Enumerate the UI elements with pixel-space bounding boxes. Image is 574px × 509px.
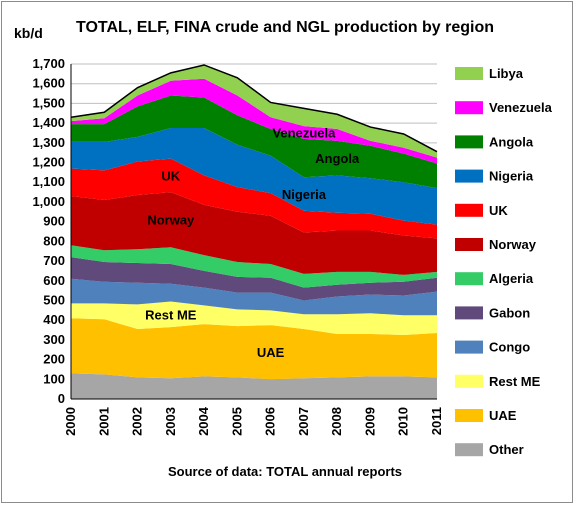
legend-swatch-nigeria xyxy=(455,169,483,183)
legend-swatch-venezuela xyxy=(455,101,483,115)
area-series-congo xyxy=(71,278,437,316)
y-tick-label: 1,400 xyxy=(32,115,65,130)
y-tick-label: 300 xyxy=(43,332,65,347)
legend-label-venezuela: Venezuela xyxy=(489,100,553,115)
legend-swatch-angola xyxy=(455,135,483,149)
legend-label-congo: Congo xyxy=(489,340,530,355)
legend-swatch-congo xyxy=(455,340,483,354)
area-series-algeria xyxy=(71,245,437,288)
y-tick-label: 1,500 xyxy=(32,95,65,110)
area-series-group xyxy=(70,64,438,399)
y-axis-label: kb/d xyxy=(14,25,43,41)
y-tick-label: 600 xyxy=(43,273,65,288)
y-tick-label: 800 xyxy=(43,233,65,248)
y-tick-label: 1,300 xyxy=(32,135,65,150)
annotation-uk: UK xyxy=(161,168,180,183)
annotation-venezuela: Venezuela xyxy=(272,125,336,140)
legend-label-uae: UAE xyxy=(489,408,517,423)
legend-swatch-algeria xyxy=(455,272,483,286)
x-tick-label: 2004 xyxy=(196,406,211,436)
legend-label-gabon: Gabon xyxy=(489,305,530,320)
y-tick-label: 1,700 xyxy=(32,56,65,71)
y-tick-label: 500 xyxy=(43,292,65,307)
y-tick-label: 0 xyxy=(58,391,65,406)
annotation-angola: Angola xyxy=(315,151,360,166)
legend-swatch-rest-me xyxy=(455,374,483,388)
x-tick-label: 2003 xyxy=(163,407,178,436)
y-tick-label: 900 xyxy=(43,214,65,229)
x-tick-label: 2011 xyxy=(429,407,444,435)
y-tick-label: 1,100 xyxy=(32,174,65,189)
area-series-rest-me xyxy=(71,301,437,335)
area-series-angola xyxy=(71,95,437,189)
y-tick-label: 100 xyxy=(43,371,65,386)
x-tick-label: 2007 xyxy=(296,407,311,436)
x-tick-label: 2006 xyxy=(263,407,278,436)
legend-label-nigeria: Nigeria xyxy=(489,169,534,184)
legend-swatch-gabon xyxy=(455,306,483,320)
legend-label-libya: Libya xyxy=(489,66,524,81)
legend-swatch-libya xyxy=(455,67,483,80)
x-tick-label: 2009 xyxy=(362,407,377,436)
area-series-gabon xyxy=(71,257,437,301)
legend-swatch-uk xyxy=(455,203,483,217)
annotation-rest-me: Rest ME xyxy=(145,307,197,322)
annotation-nigeria: Nigeria xyxy=(282,187,327,202)
legend-swatch-uae xyxy=(455,409,483,422)
x-tick-label: 2002 xyxy=(130,407,145,436)
x-tick-label: 2008 xyxy=(329,407,344,436)
legend-label-other: Other xyxy=(489,442,524,457)
x-tick-labels: 2000 2001 2002 2003 2004 2005 2006 2007 2008 2009… xyxy=(63,406,444,436)
area-series-uae xyxy=(71,318,437,380)
legend-label-uk: UK xyxy=(489,203,508,218)
legend: Libya Venezuela Angola Nigeria UK Norway Alger… xyxy=(455,66,553,457)
x-tick-label: 2000 xyxy=(63,407,78,436)
axes xyxy=(70,64,437,400)
x-tick-label: 2001 xyxy=(96,407,111,436)
y-tick-label: 1,600 xyxy=(32,76,65,91)
annotation-norway: Norway xyxy=(147,213,195,228)
y-tick-label: 200 xyxy=(43,352,65,367)
y-tick-labels: 0 100 200 300 400 500 600 700 800 900 1,000 1,100 1,… xyxy=(32,56,65,406)
legend-swatch-norway xyxy=(455,238,483,251)
chart-title: TOTAL, ELF, FINA crude and NGL productio… xyxy=(76,19,494,36)
legend-label-norway: Norway xyxy=(489,237,537,252)
area-series-venezuela xyxy=(71,78,437,164)
legend-label-algeria: Algeria xyxy=(489,271,534,286)
legend-label-rest-me: Rest ME xyxy=(489,374,541,389)
y-tick-label: 1,000 xyxy=(32,194,65,209)
annotation-uae: UAE xyxy=(257,345,285,360)
x-tick-label: 2010 xyxy=(396,407,411,436)
area-annotations: Venezuela Angola Nigeria UK Norway Rest ME UAE xyxy=(145,125,360,360)
area-series-uk xyxy=(71,158,437,239)
source-note: Source of data: TOTAL annual reports xyxy=(168,464,402,479)
y-tick-label: 700 xyxy=(43,253,65,268)
legend-swatch-other xyxy=(455,443,483,457)
legend-label-angola: Angola xyxy=(489,134,534,149)
area-series-norway xyxy=(71,192,437,275)
area-series-nigeria xyxy=(71,128,437,225)
total-outline xyxy=(70,64,438,153)
x-tick-label: 2005 xyxy=(229,407,244,436)
area-series-other xyxy=(71,373,437,399)
y-tick-label: 1,200 xyxy=(32,155,65,170)
y-tick-label: 400 xyxy=(43,312,65,327)
